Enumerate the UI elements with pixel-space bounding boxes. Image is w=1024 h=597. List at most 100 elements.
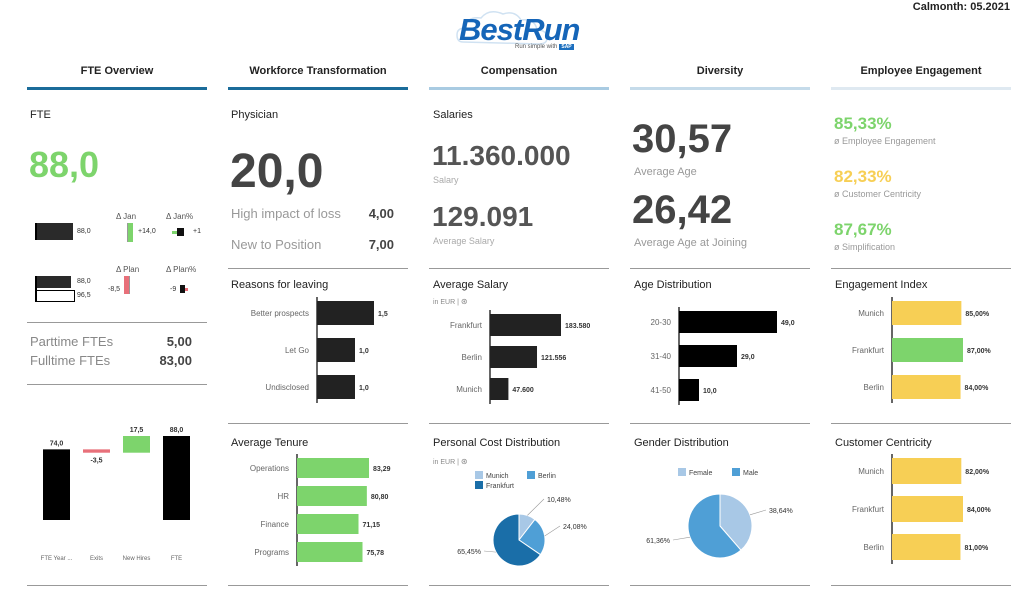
column-title-compensation[interactable]: Compensation	[480, 65, 558, 77]
age-distribution-title: Age Distribution	[634, 279, 712, 291]
age-distribution-chart: 20-30 49,0 31-40 29,0 41-50 10,0	[651, 307, 795, 405]
hierarchy-icon: ⊛	[460, 297, 468, 306]
bar	[297, 542, 363, 562]
category-label: Berlin	[462, 353, 482, 362]
divider	[831, 268, 1011, 269]
bar	[297, 486, 367, 506]
data-label: -3,5	[90, 458, 102, 465]
data-label: 47.600	[512, 387, 534, 394]
divider	[228, 585, 408, 586]
category-label: Let Go	[285, 346, 310, 355]
category-label: Better prospects	[251, 309, 309, 318]
new-to-position-value: 7,00	[368, 237, 394, 252]
delta-janpct-marker	[177, 228, 184, 236]
bar	[43, 449, 70, 520]
divider	[429, 268, 609, 269]
fulltime-label: Fulltime FTEs	[30, 353, 111, 368]
category-label: Frankfurt	[852, 505, 885, 514]
simplification-value: 87,67%	[834, 220, 892, 239]
category-label: Munich	[858, 309, 884, 318]
bar	[83, 449, 110, 453]
delta-jan-label: Δ Jan	[116, 212, 137, 221]
fte-bar-axis	[35, 223, 37, 240]
simplification-label: ø Simplification	[834, 242, 896, 252]
average-salary-unit: in EUR | ⊛	[433, 297, 468, 306]
divider	[630, 268, 810, 269]
customer-centricity-title: Customer Centricity	[835, 437, 932, 449]
data-label: 1,0	[359, 385, 369, 392]
bar	[490, 346, 538, 368]
data-label: 17,5	[130, 427, 144, 434]
divider	[630, 423, 810, 424]
divider	[228, 423, 408, 424]
leader-line	[483, 550, 497, 553]
leader-line	[527, 498, 545, 516]
data-label: 1,5	[378, 311, 388, 318]
legend-entry: Frankfurt	[486, 483, 514, 490]
bar	[317, 338, 355, 362]
bar	[892, 496, 963, 522]
cost-distribution-title: Personal Cost Distribution	[433, 437, 561, 449]
column-title-diversity[interactable]: Diversity	[696, 65, 744, 77]
legend-swatch	[732, 468, 740, 476]
leader-line	[544, 525, 561, 537]
data-label: 84,00%	[965, 385, 990, 392]
legend-swatch	[475, 481, 483, 489]
bestrun-logo: BestRun Run simple with SAP	[455, 8, 580, 52]
fte-actual-bar	[35, 223, 73, 240]
divider	[27, 322, 207, 323]
avg-salary-value: 129.091	[432, 201, 534, 232]
delta-jan-bar	[128, 223, 133, 242]
engagement-index-chart: Munich 85,00% Frankfurt 87,00% Berlin 84,00%	[852, 297, 992, 403]
legend-entry: Munich	[486, 473, 509, 480]
new-to-position-label: New to Position	[231, 237, 322, 252]
average-salary-chart: Frankfurt 183.580 Berlin 121.556 Munich 47.60…	[450, 310, 590, 404]
pie-slice	[518, 518, 546, 556]
bar	[679, 311, 777, 333]
column-accent-diversity	[630, 87, 810, 90]
bar	[317, 301, 374, 325]
legend-swatch	[475, 471, 483, 479]
legend-swatch	[527, 471, 535, 479]
bar	[297, 458, 369, 478]
logo-text: BestRun	[459, 12, 580, 47]
category-label: Munich	[456, 385, 482, 394]
fte-plan-label: 96,5	[77, 292, 91, 299]
calmonth-filter[interactable]: Calmonth: 05.2021	[912, 1, 1010, 13]
data-label: 29,0	[741, 354, 755, 361]
data-label: 80,80	[371, 494, 389, 501]
delta-plan-value: -8,5	[108, 286, 121, 293]
pie-slice	[719, 493, 753, 551]
divider	[429, 423, 609, 424]
pie-slice	[687, 493, 742, 559]
column-title-engagement[interactable]: Employee Engagement	[860, 65, 982, 77]
gender-pie-chart: 38,64% 61,36% Female Male	[646, 468, 793, 559]
divider	[27, 585, 207, 586]
data-label: 75,78	[367, 550, 385, 557]
category-label: 20-30	[651, 318, 672, 327]
leader-line	[749, 509, 767, 516]
bar	[679, 345, 737, 367]
fte-title: FTE	[30, 109, 51, 121]
data-label: 38,64%	[769, 508, 793, 515]
personal-cost-pie-chart: 10,48% 24,08% 65,45% Munich Berlin Frankfurt	[457, 471, 587, 567]
column-title-workforce[interactable]: Workforce Transformation	[249, 65, 387, 77]
data-label: 84,00%	[967, 507, 992, 514]
cloud-icon	[456, 11, 548, 45]
column-accent-compensation	[429, 87, 609, 90]
data-label: 1,0	[359, 348, 369, 355]
avg-age-join-value: 26,42	[632, 188, 733, 232]
delta-janpct-label: Δ Jan%	[166, 212, 194, 221]
data-label: 65,45%	[457, 549, 481, 556]
data-label: 82,00%	[965, 469, 990, 476]
data-label: 87,00%	[967, 348, 992, 355]
column-title-fte-overview[interactable]: FTE Overview	[80, 65, 154, 77]
divider	[831, 423, 1011, 424]
category-label: 31-40	[651, 352, 672, 361]
bar	[892, 375, 961, 399]
delta-plan-bar	[124, 276, 129, 294]
bar	[892, 458, 962, 484]
bar	[123, 436, 150, 453]
delta-jan-axis	[127, 223, 128, 242]
column-accent-fte	[27, 87, 207, 90]
